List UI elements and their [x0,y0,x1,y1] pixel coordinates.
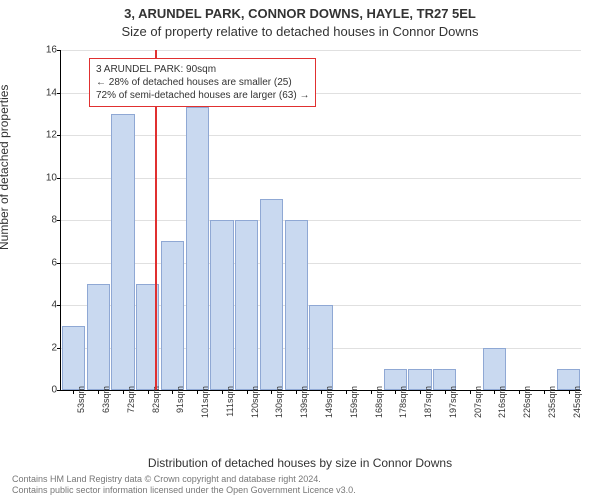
y-tick-mark [57,93,61,94]
annotation-line-2: ← 28% of detached houses are smaller (25… [96,76,309,89]
y-tick-label: 8 [35,215,57,226]
x-tick-label: 130sqm [274,386,284,418]
x-tick-label: 187sqm [423,386,433,418]
x-tick-mark [544,390,545,394]
x-tick-mark [519,390,520,394]
histogram-bar [309,305,332,390]
x-tick-mark [569,390,570,394]
x-tick-mark [148,390,149,394]
y-tick-mark [57,220,61,221]
histogram-bar [483,348,506,391]
y-tick-mark [57,135,61,136]
plot-area: 024681012141653sqm63sqm72sqm82sqm91sqm10… [60,50,581,391]
y-tick-label: 12 [35,130,57,141]
x-tick-label: 72sqm [126,386,136,413]
y-tick-mark [57,50,61,51]
histogram-bar [210,220,233,390]
x-tick-label: 216sqm [497,386,507,418]
gridline [61,178,581,179]
x-tick-mark [371,390,372,394]
x-tick-label: 168sqm [374,386,384,418]
x-tick-label: 226sqm [522,386,532,418]
y-tick-label: 14 [35,87,57,98]
x-tick-mark [271,390,272,394]
footer-line-1: Contains HM Land Registry data © Crown c… [12,474,356,485]
histogram-bar [62,326,85,390]
x-tick-label: 120sqm [250,386,260,418]
histogram-bar [235,220,258,390]
annotation-line-3: 72% of semi-detached houses are larger (… [96,89,309,102]
x-tick-mark [296,390,297,394]
histogram-bar [111,114,134,390]
y-tick-label: 4 [35,300,57,311]
x-tick-label: 159sqm [349,386,359,418]
x-tick-mark [445,390,446,394]
x-tick-label: 178sqm [398,386,408,418]
x-tick-mark [395,390,396,394]
x-tick-label: 197sqm [448,386,458,418]
histogram-bar [87,284,110,390]
gridline [61,220,581,221]
x-tick-mark [346,390,347,394]
x-tick-label: 235sqm [547,386,557,418]
x-tick-label: 63sqm [101,386,111,413]
x-axis-label: Distribution of detached houses by size … [0,456,600,470]
histogram-bar [161,241,184,390]
x-tick-mark [494,390,495,394]
histogram-bar [285,220,308,390]
x-tick-label: 207sqm [473,386,483,418]
x-tick-mark [197,390,198,394]
y-tick-label: 2 [35,342,57,353]
y-tick-label: 16 [35,45,57,56]
y-tick-label: 10 [35,172,57,183]
gridline [61,135,581,136]
x-tick-label: 139sqm [299,386,309,418]
y-tick-mark [57,178,61,179]
x-tick-label: 53sqm [76,386,86,413]
gridline [61,50,581,51]
histogram-bar [186,107,209,390]
x-tick-label: 91sqm [175,386,185,413]
x-tick-label: 101sqm [200,386,210,418]
x-tick-mark [98,390,99,394]
x-tick-mark [470,390,471,394]
chart-container: 3, ARUNDEL PARK, CONNOR DOWNS, HAYLE, TR… [0,0,600,500]
annotation-box: 3 ARUNDEL PARK: 90sqm← 28% of detached h… [89,58,316,107]
annotation-line-1: 3 ARUNDEL PARK: 90sqm [96,63,309,76]
y-axis-label: Number of detached properties [0,85,11,250]
x-tick-label: 149sqm [324,386,334,418]
x-tick-label: 82sqm [151,386,161,413]
histogram-bar [260,199,283,390]
footer-line-2: Contains public sector information licen… [12,485,356,496]
y-tick-mark [57,348,61,349]
x-tick-label: 245sqm [572,386,582,418]
y-tick-label: 0 [35,385,57,396]
footer-attribution: Contains HM Land Registry data © Crown c… [12,474,356,496]
y-tick-mark [57,305,61,306]
x-tick-mark [247,390,248,394]
gridline [61,263,581,264]
x-tick-mark [321,390,322,394]
x-tick-mark [73,390,74,394]
x-tick-mark [123,390,124,394]
chart-title-sub: Size of property relative to detached ho… [0,24,600,39]
x-tick-mark [172,390,173,394]
y-tick-label: 6 [35,257,57,268]
y-tick-mark [57,263,61,264]
y-tick-mark [57,390,61,391]
chart-title-main: 3, ARUNDEL PARK, CONNOR DOWNS, HAYLE, TR… [0,6,600,21]
x-tick-label: 111sqm [225,386,235,417]
x-tick-mark [222,390,223,394]
x-tick-mark [420,390,421,394]
